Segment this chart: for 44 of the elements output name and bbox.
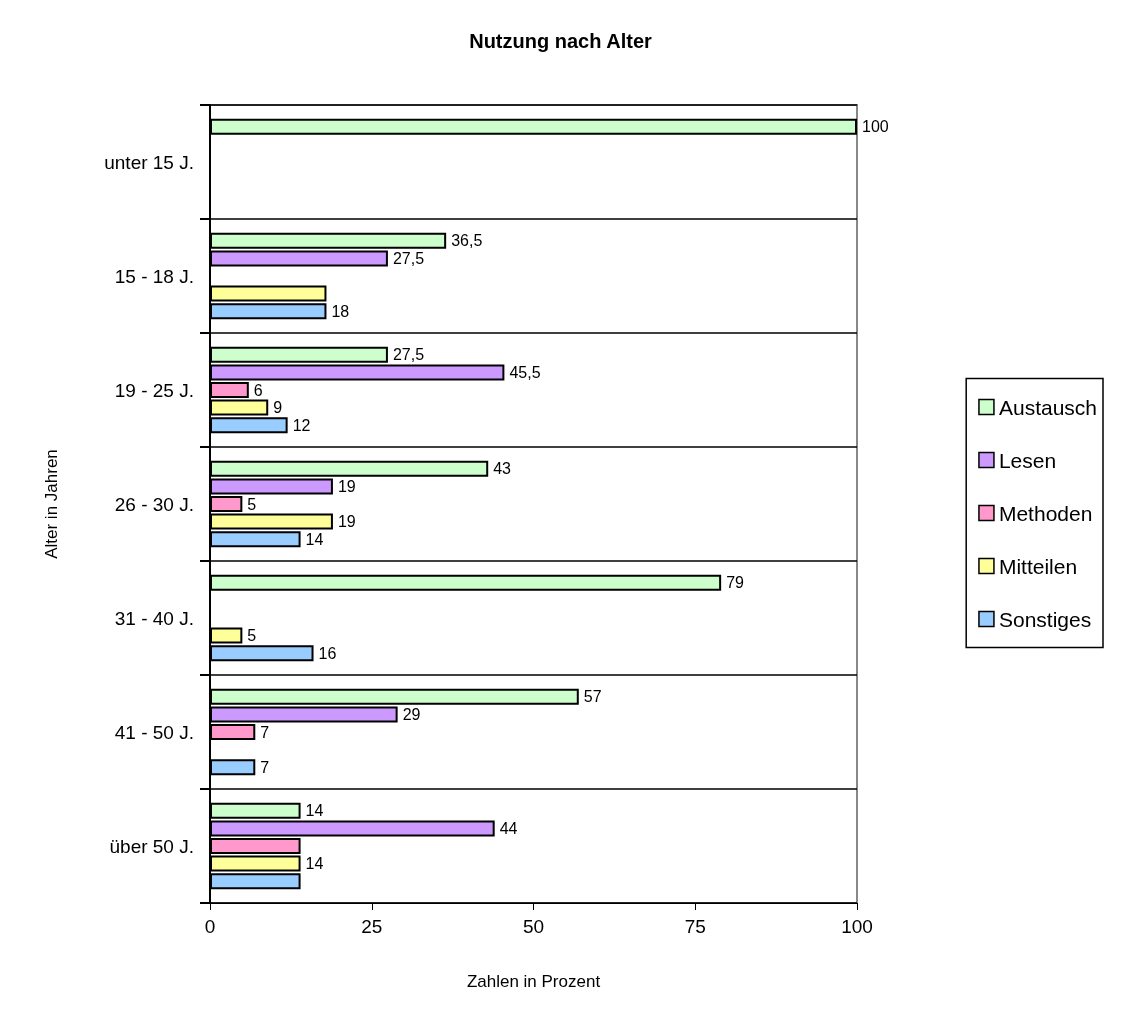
- y-axis-title: Alter in Jahren: [42, 449, 61, 559]
- y-tick-label: 26 - 30 J.: [114, 493, 194, 515]
- y-tick-label: unter 15 J.: [104, 151, 194, 173]
- y-tick-label: 15 - 18 J.: [114, 265, 194, 287]
- data-label: 57: [583, 688, 602, 706]
- y-tick-label: 19 - 25 J.: [114, 379, 194, 401]
- data-label: 6: [253, 381, 263, 399]
- y-tick-label: 41 - 50 J.: [114, 721, 194, 743]
- legend-label: Methoden: [998, 501, 1093, 525]
- data-label: 27,5: [392, 346, 425, 364]
- x-tick-label: 50: [522, 916, 545, 937]
- x-tick-label: 75: [684, 916, 706, 937]
- x-axis-title: Zahlen in Prozent: [466, 972, 601, 991]
- data-label: 19: [337, 513, 356, 531]
- data-label: 27,5: [392, 249, 425, 267]
- x-tick-label: 100: [841, 916, 873, 937]
- data-label: 12: [292, 416, 311, 434]
- data-label: 100: [862, 118, 889, 136]
- data-label: 5: [247, 627, 257, 645]
- data-label: 44: [499, 819, 518, 837]
- data-label: 7: [260, 723, 270, 741]
- data-label: 9: [273, 399, 283, 417]
- legend-label: Mitteilen: [998, 554, 1078, 578]
- data-label: 45,5: [509, 363, 541, 381]
- legend-label: Sonstiges: [998, 607, 1092, 631]
- data-label: 14: [305, 802, 324, 820]
- chart-title: Nutzung nach Alter: [469, 30, 653, 52]
- data-label: 43: [493, 460, 512, 478]
- data-label: 79: [726, 574, 745, 592]
- data-label: 5: [247, 495, 257, 513]
- data-label: 36,5: [451, 232, 483, 250]
- data-label: 16: [318, 644, 337, 662]
- data-label: 18: [331, 302, 350, 320]
- x-tick-label: 0: [204, 916, 216, 937]
- legend-label: Lesen: [998, 448, 1057, 472]
- data-label: 14: [305, 855, 324, 873]
- legend-label: Austausch: [998, 395, 1097, 419]
- data-label: 19: [337, 477, 356, 495]
- data-label: 14: [305, 530, 324, 548]
- y-tick-label: über 50 J.: [109, 835, 194, 857]
- x-tick-label: 25: [361, 916, 383, 937]
- y-tick-label: 31 - 40 J.: [114, 607, 194, 629]
- data-label: 7: [260, 758, 270, 776]
- data-label: 29: [402, 705, 421, 723]
